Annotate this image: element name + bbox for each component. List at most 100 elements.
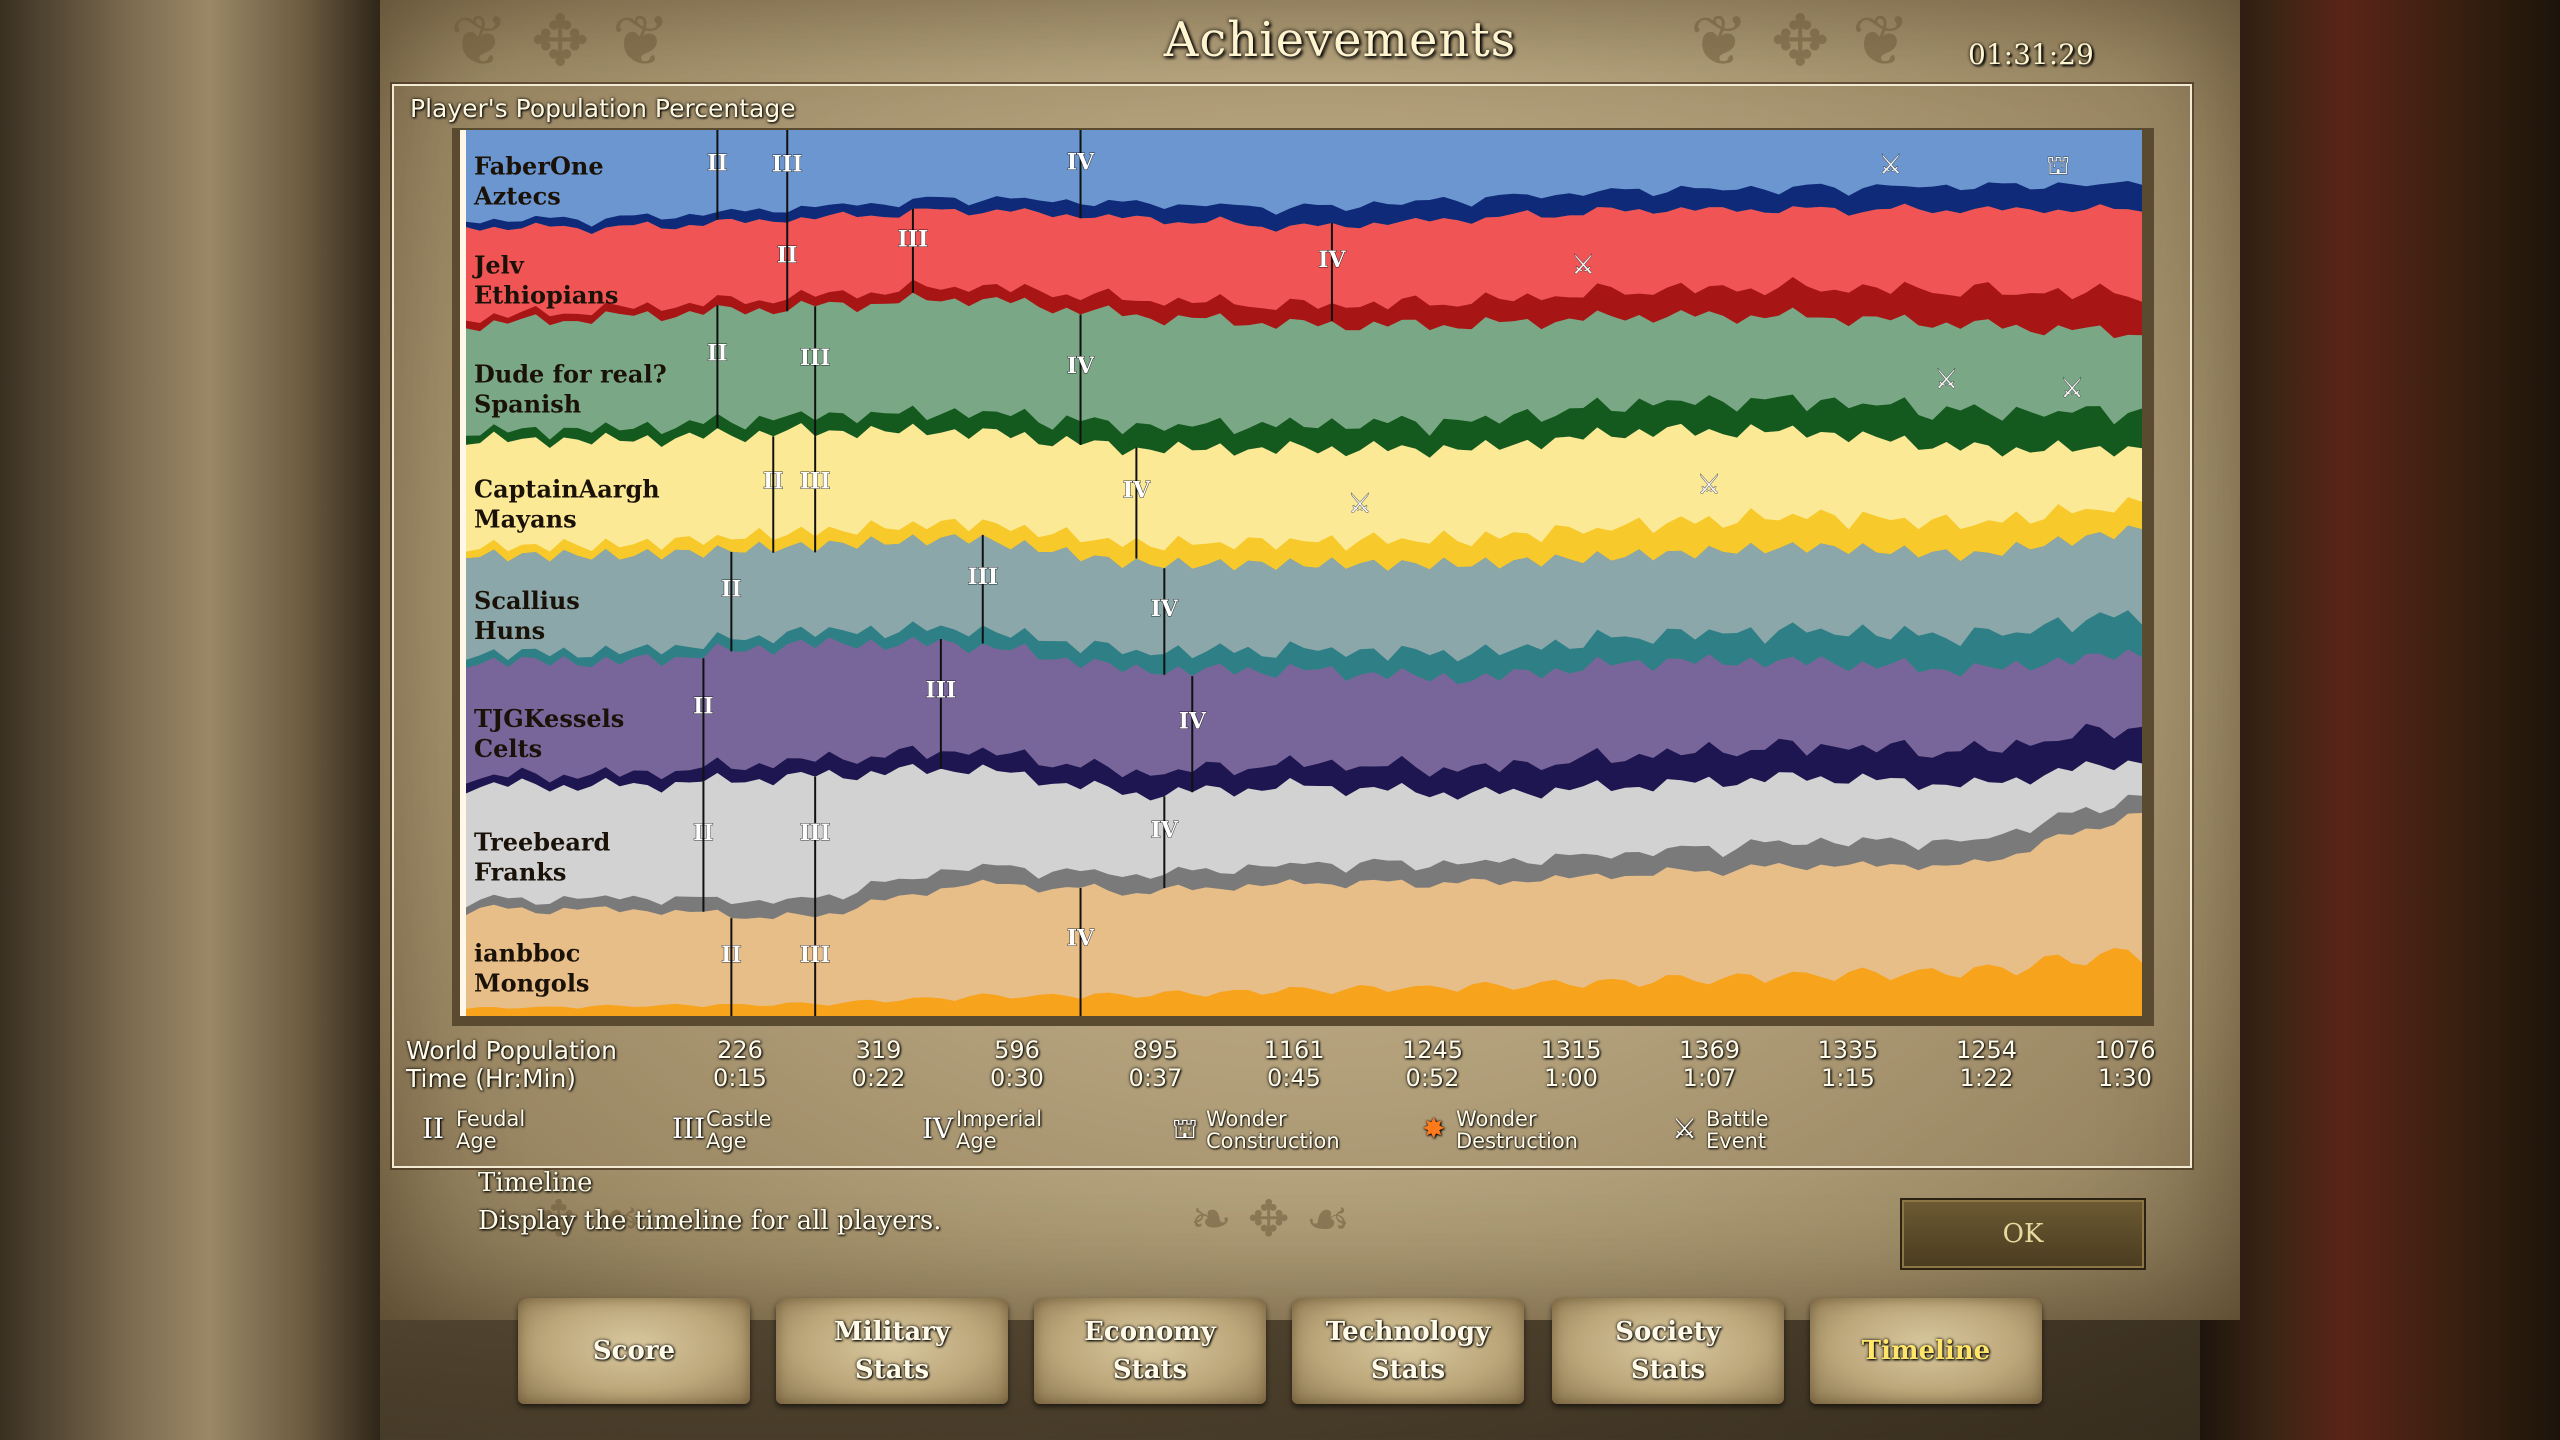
world-population-value: 226 [717, 1036, 763, 1064]
age-marker-3-0: II [763, 469, 784, 495]
player-name-5: TJGKessels [474, 704, 624, 733]
stats-row: World Population Time (Hr:Min) 226 319 596… [406, 1034, 2176, 1094]
ornament-left: ❦ ✥ ❦ [450, 0, 671, 82]
world-population-value: 1076 [2094, 1036, 2156, 1064]
page-title: Achievements [1163, 12, 1517, 68]
battle-event-icon-2-1: ⚔ [2061, 374, 2084, 404]
chart-legend: II Feudal Age III Castle Age IV Imperial Age ⛫ Won… [410, 1106, 2180, 1166]
age-marker-1-1: III [897, 227, 928, 253]
series-accent-4 [466, 610, 2142, 685]
age-marker-2-1: III [800, 345, 831, 371]
age-marker-3-2: IV [1123, 477, 1151, 503]
time-value: 0:52 [1405, 1064, 1460, 1092]
scroll-right-roll [2200, 0, 2560, 1440]
time-value: 1:22 [1959, 1064, 2014, 1092]
world-population-value: 1161 [1263, 1036, 1325, 1064]
age-marker-0-0: II [707, 150, 728, 176]
ok-button[interactable]: OK [1900, 1198, 2146, 1270]
series-accent-5 [466, 723, 2142, 801]
feudal-age-icon: II [422, 1112, 445, 1145]
age-marker-1-2: IV [1318, 247, 1346, 273]
tab-economy[interactable]: Economy Stats [1034, 1298, 1266, 1404]
age-marker-0-2: IV [1067, 150, 1095, 176]
battle-event-icon-3-0: ⚔ [1348, 490, 1371, 520]
age-marker-6-0: II [693, 820, 714, 846]
time-value: 0:45 [1267, 1064, 1321, 1092]
player-name-7: ianbboc [474, 939, 580, 968]
tab-label: Timeline [1861, 1336, 1991, 1366]
ornament-right: ❦ ✥ ❦ [1690, 0, 1911, 82]
tab-score[interactable]: Score [518, 1298, 750, 1404]
tab-military[interactable]: Military Stats [776, 1298, 1008, 1404]
ornament-bottom-center: ❧ ✥ ☙ [1190, 1190, 1351, 1248]
age-marker-7-2: IV [1067, 926, 1095, 952]
battle-event-icon-1-0: ⚔ [1572, 250, 1595, 280]
player-name-1: Jelv [472, 251, 525, 280]
world-population-value: 1315 [1540, 1036, 1602, 1064]
tab-label: Economy Stats [1084, 1317, 1216, 1385]
age-marker-6-2: IV [1151, 818, 1179, 844]
legend-label: Wonder Destruction [1456, 1107, 1578, 1153]
legend-label: Wonder Construction [1206, 1107, 1340, 1153]
world-population-value: 1369 [1678, 1036, 1741, 1064]
world-population-value: 319 [855, 1036, 902, 1064]
battle-event-icon-3-1: ⚔ [1697, 470, 1720, 500]
battle-event-icon-0-0: ⚔ [1879, 150, 1902, 180]
time-label: Time (Hr:Min) [406, 1064, 577, 1093]
world-population-value: 895 [1132, 1036, 1179, 1064]
time-value: 1:07 [1682, 1064, 1737, 1092]
tab-label: Military Stats [833, 1317, 951, 1385]
age-marker-2-0: II [707, 341, 728, 367]
world-population-value: 1335 [1817, 1036, 1879, 1064]
battle-event-icon: ⚔ [1672, 1112, 1698, 1145]
time-value: 0:37 [1128, 1064, 1183, 1092]
player-civ-1: Ethiopians [474, 281, 618, 310]
age-marker-4-0: II [721, 577, 742, 603]
tab-label: Society Stats [1615, 1317, 1721, 1385]
series-accent-1 [466, 277, 2142, 339]
player-civ-0: Aztecs [473, 182, 561, 211]
world-population-label: World Population [406, 1036, 617, 1065]
battle-event-icon-2-0: ⚔ [1935, 365, 1958, 395]
tab-society[interactable]: Society Stats [1552, 1298, 1784, 1404]
age-marker-4-1: III [967, 564, 998, 590]
age-marker-5-1: III [925, 677, 956, 703]
world-population-value: 596 [994, 1036, 1040, 1064]
tab-label: Score [592, 1336, 676, 1366]
age-marker-4-2: IV [1151, 596, 1179, 622]
time-value: 1:00 [1544, 1064, 1598, 1092]
age-marker-5-2: IV [1179, 708, 1207, 734]
time-value: 1:15 [1821, 1064, 1875, 1092]
description-text: Display the timeline for all players. [478, 1206, 942, 1236]
player-name-3: CaptainAargh [474, 475, 660, 504]
player-civ-5: Celts [474, 734, 542, 763]
imperial-age-icon: IV [922, 1112, 954, 1145]
player-civ-7: Mongols [474, 969, 589, 998]
wonder-destruction-icon: ✸ [1422, 1112, 1446, 1145]
time-value: 0:15 [713, 1064, 767, 1092]
series-accent-6 [466, 794, 2142, 920]
chart-left-border [460, 130, 466, 1016]
age-marker-2-2: IV [1067, 353, 1095, 379]
age-marker-5-0: II [693, 694, 714, 720]
age-marker-7-1: III [800, 942, 831, 968]
time-value: 0:30 [990, 1064, 1044, 1092]
time-value: 1:30 [2098, 1064, 2152, 1092]
age-marker-6-1: III [800, 820, 831, 846]
player-name-4: Scallius [474, 586, 580, 615]
panel-title: Player's Population Percentage [410, 94, 796, 123]
tab-timeline[interactable]: Timeline [1810, 1298, 2042, 1404]
legend-label: Castle Age [706, 1107, 772, 1153]
player-name-0: FaberOne [474, 152, 604, 181]
wonder-icon-0-1: ⛫ [2046, 151, 2070, 181]
ornament-bottom-left: ❧ ✥ ☙ [480, 1190, 641, 1248]
series-accent-7 [466, 948, 2142, 1016]
tab-technology[interactable]: Technology Stats [1292, 1298, 1524, 1404]
age-marker-1-0: II [777, 242, 798, 268]
player-civ-3: Mayans [474, 505, 577, 534]
series-area-6 [466, 760, 2142, 920]
tab-label: Technology Stats [1325, 1317, 1491, 1385]
time-value: 0:22 [851, 1064, 906, 1092]
world-population-value: 1254 [1955, 1036, 2018, 1064]
